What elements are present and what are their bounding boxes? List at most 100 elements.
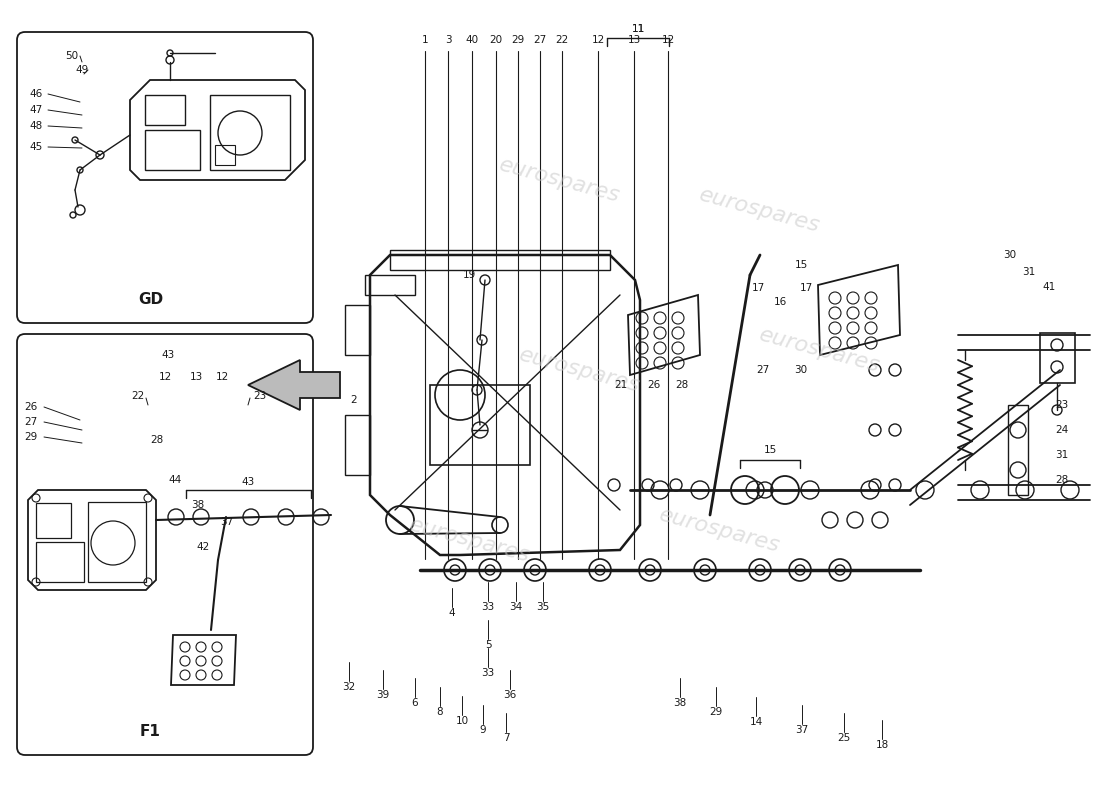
Text: 24: 24 (1055, 425, 1068, 435)
Circle shape (450, 565, 460, 575)
Circle shape (645, 565, 654, 575)
Text: 45: 45 (30, 142, 43, 152)
Text: 4: 4 (449, 608, 455, 618)
Text: 25: 25 (837, 733, 850, 743)
Bar (1040, 333, 1075, 383)
Text: 50: 50 (65, 51, 78, 61)
Text: 28: 28 (675, 380, 689, 390)
Circle shape (861, 481, 879, 499)
Text: 41: 41 (1042, 282, 1055, 292)
Bar (365, 275, 415, 295)
Text: 13: 13 (627, 35, 640, 45)
Text: 22: 22 (131, 391, 144, 401)
Text: 2: 2 (350, 395, 356, 405)
Circle shape (530, 565, 540, 575)
Text: 21: 21 (614, 380, 627, 390)
FancyBboxPatch shape (16, 32, 313, 323)
Circle shape (691, 481, 710, 499)
Text: 27: 27 (24, 417, 37, 427)
Bar (88, 502, 146, 582)
Circle shape (694, 559, 716, 581)
Text: 44: 44 (168, 475, 182, 485)
Circle shape (1062, 481, 1079, 499)
Text: 43: 43 (242, 477, 255, 487)
Text: 40: 40 (465, 35, 478, 45)
Bar (214, 145, 235, 165)
Circle shape (829, 559, 851, 581)
Text: 22: 22 (556, 35, 569, 45)
Text: 42: 42 (197, 542, 210, 552)
Text: 36: 36 (504, 690, 517, 700)
Text: eurospares: eurospares (757, 324, 882, 376)
Text: 1: 1 (421, 35, 428, 45)
Circle shape (916, 481, 934, 499)
Circle shape (749, 559, 771, 581)
Text: 46: 46 (30, 89, 43, 99)
Text: 49: 49 (76, 65, 89, 75)
Text: 8: 8 (437, 707, 443, 717)
Circle shape (700, 565, 710, 575)
Circle shape (755, 565, 764, 575)
Text: 35: 35 (537, 602, 550, 612)
Circle shape (651, 481, 669, 499)
Text: 20: 20 (490, 35, 503, 45)
Bar (36, 503, 72, 538)
Text: 12: 12 (158, 372, 172, 382)
FancyBboxPatch shape (16, 334, 313, 755)
Text: 15: 15 (795, 260, 808, 270)
Circle shape (847, 512, 864, 528)
Text: 17: 17 (800, 283, 813, 293)
Text: 9: 9 (480, 725, 486, 735)
Text: 31: 31 (1055, 450, 1068, 460)
Text: 27: 27 (534, 35, 547, 45)
Bar (345, 415, 370, 475)
Bar (145, 95, 185, 125)
Circle shape (639, 559, 661, 581)
Text: 18: 18 (876, 740, 889, 750)
Circle shape (835, 565, 845, 575)
Circle shape (595, 565, 605, 575)
Text: 32: 32 (342, 682, 355, 692)
Text: 30: 30 (794, 365, 807, 375)
Circle shape (789, 559, 811, 581)
Circle shape (801, 481, 820, 499)
Text: 14: 14 (749, 717, 762, 727)
Text: 38: 38 (191, 500, 205, 510)
Text: 13: 13 (189, 372, 202, 382)
Text: 28: 28 (151, 435, 164, 445)
Text: 23: 23 (1055, 400, 1068, 410)
Circle shape (444, 559, 466, 581)
Text: 11: 11 (631, 24, 645, 34)
Text: 5: 5 (485, 640, 492, 650)
Text: 31: 31 (1022, 267, 1035, 277)
Text: GD: GD (138, 293, 163, 307)
Circle shape (478, 559, 500, 581)
Text: 38: 38 (673, 698, 686, 708)
Text: eurospares: eurospares (407, 514, 532, 566)
Text: 12: 12 (216, 372, 229, 382)
Polygon shape (248, 360, 340, 410)
Text: 26: 26 (647, 380, 660, 390)
Text: 39: 39 (376, 690, 389, 700)
Text: 29: 29 (512, 35, 525, 45)
Text: 19: 19 (463, 270, 476, 280)
Text: 23: 23 (253, 391, 266, 401)
Text: 33: 33 (482, 668, 495, 678)
Circle shape (822, 512, 838, 528)
Circle shape (524, 559, 546, 581)
Text: 6: 6 (411, 698, 418, 708)
Text: 15: 15 (763, 445, 777, 455)
Text: 28: 28 (1055, 475, 1068, 485)
Text: 12: 12 (592, 35, 605, 45)
Text: 27: 27 (756, 365, 769, 375)
Text: eurospares: eurospares (517, 344, 642, 396)
Text: F1: F1 (140, 725, 161, 739)
Text: 3: 3 (444, 35, 451, 45)
Text: 26: 26 (24, 402, 37, 412)
Text: eurospares: eurospares (497, 154, 623, 206)
Bar (430, 385, 530, 465)
Circle shape (971, 481, 989, 499)
Text: 37: 37 (795, 725, 808, 735)
Bar (1008, 405, 1028, 495)
Circle shape (1016, 481, 1034, 499)
